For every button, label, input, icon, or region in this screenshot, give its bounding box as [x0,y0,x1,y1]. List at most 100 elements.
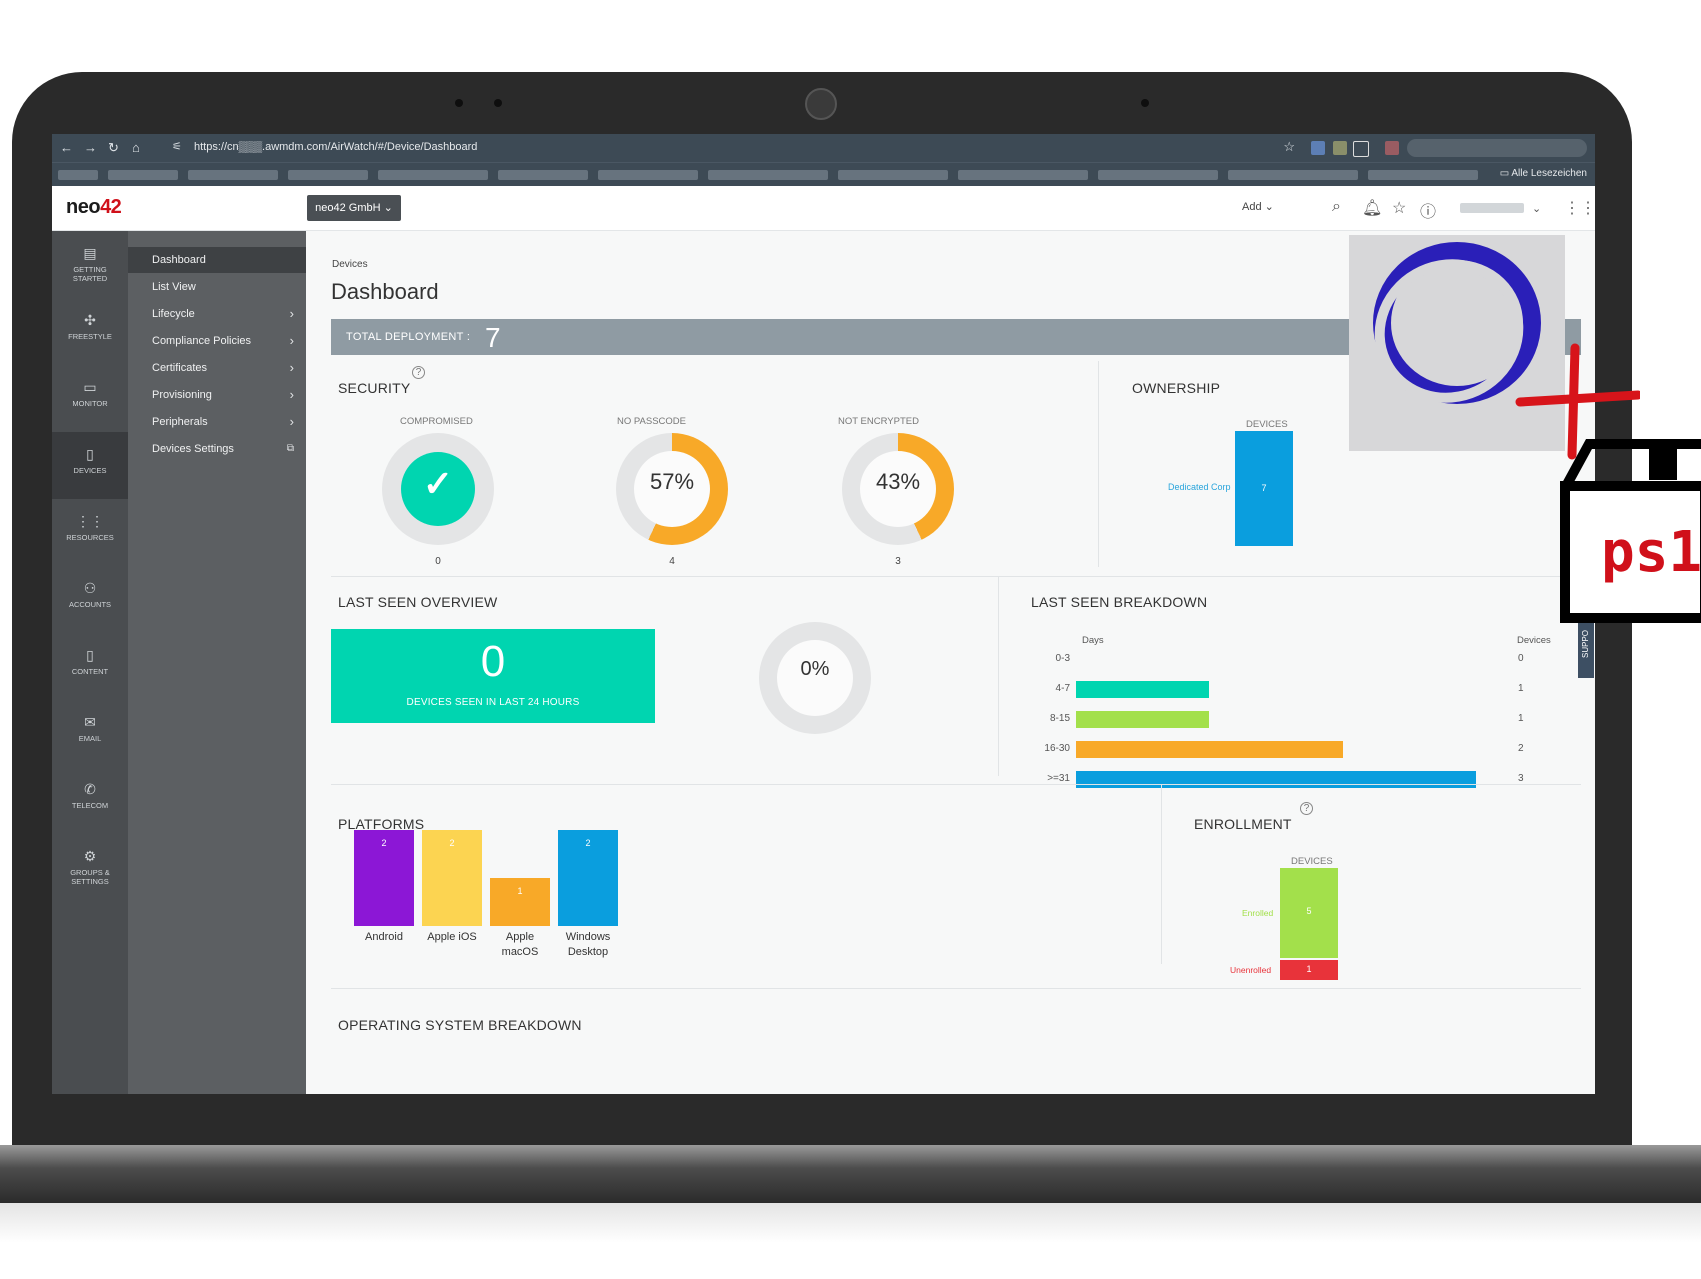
bookmark-item[interactable] [288,170,368,180]
total-deployment-value[interactable]: 7 [485,322,501,353]
platform-bar[interactable]: 2 [558,830,618,926]
rail-item-freestyle[interactable]: ✣ FREESTYLE [52,298,128,365]
rail-item-label: GROUPS & [70,868,110,877]
subnav-item-lifecycle[interactable]: Lifecycle › [128,301,306,327]
profile-pill[interactable] [1407,139,1587,157]
subnav-item-label: Peripherals [152,416,208,428]
bookmark-item[interactable] [598,170,698,180]
help-icon[interactable]: ? [1300,802,1313,815]
bookmark-item[interactable] [1368,170,1478,180]
platform-bar[interactable]: 1 [490,878,550,926]
bookmark-item[interactable] [708,170,828,180]
breakdown-bar[interactable] [1076,771,1476,788]
reload-icon[interactable]: ↻ [108,140,119,155]
url-text[interactable]: https://cn▒▒▒.awmdm.com/AirWatch/#/Devic… [194,141,478,153]
rail-item-devices[interactable]: ▯ DEVICES [52,432,128,499]
compromised-donut[interactable]: ✓ [382,433,494,545]
support-tab-label: SUPPO [1581,629,1590,658]
chevron-right-icon: › [289,333,294,348]
breakdown-device-count: 3 [1518,773,1524,784]
subnav-item-label: Provisioning [152,389,212,401]
ownership-title: OWNERSHIP [1132,380,1221,396]
days-column-label: Days [1082,635,1104,646]
bookmark-star-icon[interactable]: ☆ [1283,139,1295,154]
donut-hole [777,640,853,716]
subnav-item-dashboard[interactable]: Dashboard [128,247,306,273]
bookmark-item[interactable] [108,170,178,180]
site-settings-icon[interactable]: ⚟ [172,141,182,153]
platform-bar-value: 2 [585,838,591,848]
back-icon[interactable]: ← [60,140,73,155]
platform-bar[interactable]: 2 [354,830,414,926]
rail-item-accounts[interactable]: ⚇ ACCOUNTS [52,566,128,633]
devices-seen-24h-value: 0 [480,637,506,686]
no-passcode-donut[interactable]: 57% [616,433,728,545]
favorites-star-icon[interactable]: ☆ [1392,200,1407,217]
app-launcher-icon[interactable]: ⋮⋮⋮ [1564,200,1595,217]
divider [1098,361,1099,567]
enrolled-bar[interactable]: 5 [1280,868,1338,958]
rail-item-monitor[interactable]: ▭ MONITOR [52,365,128,432]
divider [331,784,1581,785]
org-group-select[interactable]: neo42 GmbH ⌄ [307,195,401,221]
subnav-item-peripherals[interactable]: Peripherals › [128,409,306,435]
ownership-bar[interactable]: 7 [1235,431,1293,546]
forward-icon[interactable]: → [84,140,97,155]
rail-item-label: GETTING [73,265,107,274]
sensor-dot [455,99,463,107]
subnav-item-list-view[interactable]: List View [128,274,306,300]
home-icon[interactable]: ⌂ [132,140,140,155]
user-menu[interactable] [1460,203,1524,213]
bookmark-item[interactable] [378,170,488,180]
notification-bell-icon[interactable]: 🔔︎ [1362,200,1383,217]
platform-bar[interactable]: 2 [422,830,482,926]
rail-item-resources[interactable]: ⋮⋮ RESOURCES [52,499,128,566]
rail-item-label: SETTINGS [71,877,109,886]
subnav-item-devices-settings[interactable]: Devices Settings ⧉ [128,436,306,462]
compromised-label: COMPROMISED [400,416,473,427]
bookmark-item[interactable] [58,170,98,180]
chevron-right-icon: › [289,414,294,429]
page-title: Dashboard [331,279,439,304]
platform-label-line: Desktop [567,946,609,958]
breakdown-bar[interactable] [1076,681,1209,698]
bookmark-item[interactable] [1098,170,1218,180]
extension-icon[interactable] [1311,141,1325,155]
chevron-down-icon[interactable]: ⌄ [1532,203,1542,215]
devices-seen-24h-tile[interactable]: 0 DEVICES SEEN IN LAST 24 HOURS [331,629,655,723]
bookmark-item[interactable] [1228,170,1358,180]
platform-label: Apple macOS [485,930,555,960]
add-button[interactable]: Add ⌄ [1242,200,1274,213]
extension-icon[interactable] [1353,141,1369,157]
rail-item-groups[interactable]: ⚙ GROUPS & SETTINGS [52,834,128,901]
unenrolled-bar[interactable]: 1 [1280,960,1338,980]
subnav-item-provisioning[interactable]: Provisioning › [128,382,306,408]
extension-icon[interactable] [1385,141,1399,155]
subnav-item-certificates[interactable]: Certificates › [128,355,306,381]
neo42-logo[interactable]: neo42 [66,196,122,219]
bookmark-item[interactable] [838,170,948,180]
platform-label-line: Android [365,931,403,943]
all-bookmarks-link[interactable]: ▭ Alle Lesezeichen [1500,168,1587,179]
breakdown-bar[interactable] [1076,711,1209,728]
help-icon[interactable]: ? [412,366,425,379]
rail-item-content[interactable]: ▯ CONTENT [52,633,128,700]
bookmark-item[interactable] [958,170,1088,180]
breadcrumb[interactable]: Devices [332,259,368,270]
breakdown-bar[interactable] [1076,741,1343,758]
help-icon[interactable]: ⓘ [1420,204,1437,221]
subnav-item-compliance-policies[interactable]: Compliance Policies › [128,328,306,354]
search-icon[interactable]: ⌕ [1332,198,1341,215]
breakdown-days-label: 8-15 [1049,713,1070,724]
last-seen-percent-donut[interactable]: 0% [759,622,871,734]
rail-item-getting[interactable]: ▤ GETTING STARTED [52,231,128,298]
rail-item-email[interactable]: ✉ EMAIL [52,700,128,767]
freestyle-icon: ✣ [84,312,96,328]
enrolled-label: Enrolled [1242,908,1274,918]
rail-item-telecom[interactable]: ✆ TELECOM [52,767,128,834]
bookmark-item[interactable] [498,170,588,180]
not-encrypted-donut[interactable]: 43% [842,433,954,545]
gear-icon: ⚙ [83,848,97,864]
bookmark-item[interactable] [188,170,278,180]
extension-icon[interactable] [1333,141,1347,155]
